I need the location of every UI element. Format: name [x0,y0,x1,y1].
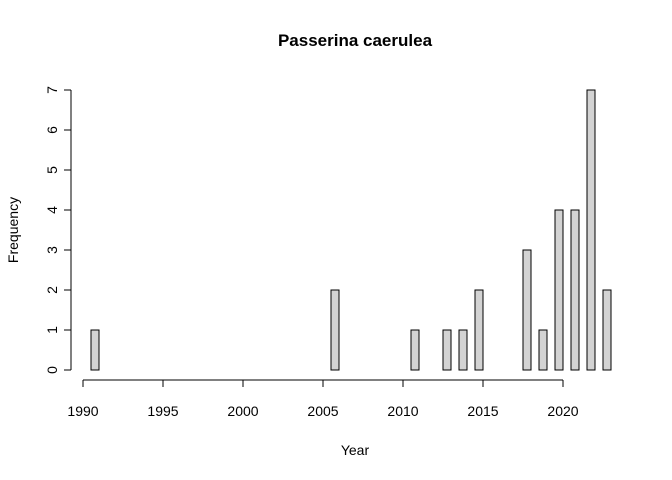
y-tick-label-0: 0 [44,366,60,374]
y-tick-label-2: 2 [44,286,60,294]
bar-2018 [522,249,532,371]
bar-2019 [538,329,548,371]
y-tick-label-6: 6 [44,126,60,134]
x-tick-label-2010: 2010 [387,403,418,419]
bar-2023 [602,289,612,371]
y-axis: 0 1 2 3 4 5 6 7 [44,86,72,374]
x-tick-label-1990: 1990 [67,403,98,419]
bar-2014 [458,329,468,371]
y-tick-label-5: 5 [44,166,60,174]
bar-2006 [330,289,340,371]
y-tick-label-4: 4 [44,206,60,214]
x-tick-label-2015: 2015 [467,403,498,419]
bar-2011 [410,329,420,371]
bars-group [90,89,612,371]
x-axis: 1990 1995 2000 2005 2010 2015 2020 [67,379,579,419]
bar-2022 [586,89,596,371]
x-tick-label-2000: 2000 [227,403,258,419]
y-axis-label: Frequency [5,197,21,263]
x-tick-label-2020: 2020 [547,403,578,419]
chart-title: Passerina caerulea [278,31,433,50]
x-axis-label: Year [341,442,370,458]
bar-1991 [90,329,100,371]
bar-2021 [570,209,580,371]
y-tick-label-1: 1 [44,326,60,334]
y-tick-label-3: 3 [44,246,60,254]
x-tick-label-1995: 1995 [147,403,178,419]
bar-2015 [474,289,484,371]
x-tick-label-2005: 2005 [307,403,338,419]
bar-2020 [554,209,564,371]
bar-2013 [442,329,452,371]
y-tick-label-7: 7 [44,86,60,94]
